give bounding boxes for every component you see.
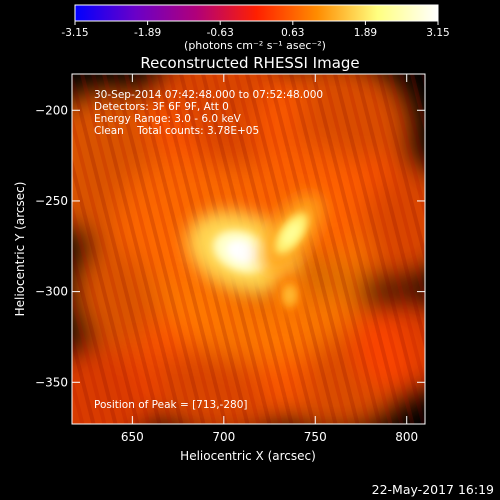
streak bbox=[344, 74, 425, 395]
source-core bbox=[285, 288, 295, 303]
background-blob bbox=[350, 297, 425, 396]
info-line-detectors: Detectors: 3F 6F 9F, Att 0 bbox=[94, 101, 229, 113]
colorbar-units: (photons cm⁻² s⁻¹ asec⁻²) bbox=[184, 39, 326, 52]
colorbar-tick-label: -3.15 bbox=[61, 27, 88, 39]
colorbar-tick-label: -0.63 bbox=[207, 27, 234, 39]
streak bbox=[135, 74, 228, 424]
streak bbox=[80, 74, 173, 424]
streak bbox=[467, 74, 500, 430]
y-axis-label: Heliocentric Y (arcsec) bbox=[13, 182, 27, 317]
info-block: 30-Sep-2014 07:42:48.000 to 07:52:48.000… bbox=[94, 89, 323, 137]
streak bbox=[267, 74, 360, 424]
colorbar-tick-label: 0.63 bbox=[281, 27, 304, 39]
streak bbox=[445, 74, 500, 430]
generation-date: 22-May-2017 16:19 bbox=[372, 482, 494, 497]
streak bbox=[300, 74, 393, 424]
x-axis-label: Heliocentric X (arcsec) bbox=[180, 449, 316, 463]
streak bbox=[456, 74, 500, 430]
streak bbox=[366, 74, 425, 308]
streak bbox=[355, 74, 425, 352]
source-core bbox=[282, 222, 301, 245]
streak bbox=[421, 74, 425, 91]
colorbar bbox=[74, 4, 439, 22]
streak bbox=[399, 74, 425, 178]
streak bbox=[72, 74, 162, 424]
streak bbox=[91, 74, 184, 424]
y-tick-label: −300 bbox=[35, 285, 68, 299]
streak bbox=[124, 74, 217, 424]
streak bbox=[72, 156, 140, 424]
streak bbox=[72, 287, 107, 424]
background-blob bbox=[72, 344, 160, 424]
chart-title: Reconstructed RHESSI Image bbox=[140, 54, 359, 72]
streak bbox=[311, 74, 404, 424]
x-tick-label: 700 bbox=[212, 430, 235, 444]
streak bbox=[289, 74, 382, 424]
source-3 bbox=[274, 270, 305, 320]
x-tick-label: 800 bbox=[395, 430, 418, 444]
streak bbox=[72, 113, 151, 424]
background-emission bbox=[72, 74, 425, 424]
y-tick-label: −200 bbox=[35, 103, 68, 117]
colorbar-tick-label: 3.15 bbox=[426, 27, 449, 39]
colorbar-ticks: -3.15 -1.89 -0.63 0.63 1.89 3.15 bbox=[61, 21, 450, 39]
streak bbox=[72, 330, 96, 424]
streak bbox=[434, 74, 500, 430]
streak bbox=[478, 74, 500, 430]
info-line-counts: Clean Total counts: 3.78E+05 bbox=[94, 125, 259, 137]
info-line-time: 30-Sep-2014 07:42:48.000 to 07:52:48.000 bbox=[94, 89, 323, 101]
x-tick-label: 650 bbox=[121, 430, 144, 444]
x-tick-label: 750 bbox=[304, 430, 327, 444]
colorbar-tick-label: -1.89 bbox=[134, 27, 161, 39]
streak bbox=[0, 74, 7, 430]
sources-layer bbox=[186, 194, 323, 320]
source-core bbox=[226, 239, 259, 264]
streak bbox=[322, 74, 415, 424]
streak bbox=[102, 74, 195, 424]
plot-area bbox=[0, 74, 500, 430]
colorbar-tick-label: 1.89 bbox=[354, 27, 377, 39]
streak bbox=[333, 74, 425, 424]
axis-ticks: 650 700 750 800 −200 −250 −300 −350 bbox=[35, 74, 425, 444]
streak bbox=[278, 74, 371, 424]
streak bbox=[72, 243, 118, 424]
plot-frame bbox=[71, 73, 426, 425]
streak bbox=[72, 200, 129, 424]
source-2 bbox=[260, 194, 323, 273]
streak bbox=[377, 74, 425, 265]
streak bbox=[113, 74, 206, 424]
streak bbox=[489, 74, 500, 430]
info-line-energy: Energy Range: 3.0 - 6.0 keV bbox=[94, 113, 242, 125]
y-tick-label: −250 bbox=[35, 194, 68, 208]
peak-position-label: Position of Peak = [713,-280] bbox=[94, 399, 248, 411]
streak bbox=[388, 74, 425, 221]
y-tick-label: −350 bbox=[35, 375, 68, 389]
